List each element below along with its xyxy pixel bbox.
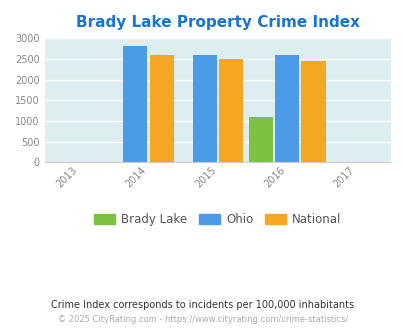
Text: Crime Index corresponds to incidents per 100,000 inhabitants: Crime Index corresponds to incidents per…	[51, 300, 354, 310]
Legend: Brady Lake, Ohio, National: Brady Lake, Ohio, National	[89, 208, 345, 231]
Bar	[218, 59, 243, 162]
Bar	[123, 47, 147, 162]
Bar	[274, 55, 298, 162]
Bar	[248, 117, 272, 162]
Title: Brady Lake Property Crime Index: Brady Lake Property Crime Index	[76, 15, 359, 30]
Bar	[149, 55, 173, 162]
Text: © 2025 CityRating.com - https://www.cityrating.com/crime-statistics/: © 2025 CityRating.com - https://www.city…	[58, 315, 347, 324]
Bar	[192, 55, 216, 162]
Bar	[301, 61, 325, 162]
